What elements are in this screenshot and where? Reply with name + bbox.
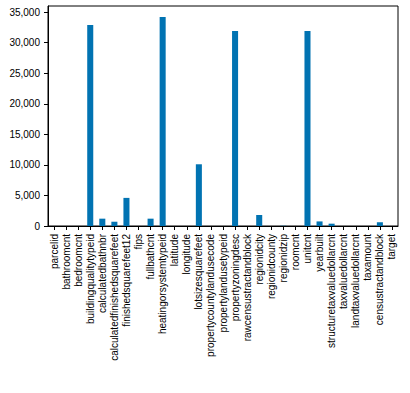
svg-text:yearbuilt: yearbuilt [314,234,325,272]
svg-text:structuretaxvaluedollarcnt: structuretaxvaluedollarcnt [326,234,337,348]
svg-text:parcelid: parcelid [49,234,60,269]
svg-text:10,000: 10,000 [9,159,40,170]
svg-text:propertycountylandusecode: propertycountylandusecode [205,234,216,357]
svg-text:fips: fips [133,234,144,250]
svg-text:fullbathcnt: fullbathcnt [145,234,156,280]
svg-text:heatingorsystemtypeid: heatingorsystemtypeid [157,234,168,334]
svg-text:20,000: 20,000 [9,98,40,109]
svg-text:bathroomcnt: bathroomcnt [61,234,72,290]
svg-text:landtaxvaluedollarcnt: landtaxvaluedollarcnt [350,234,361,328]
svg-text:longitude: longitude [181,234,192,275]
svg-text:regionidzip: regionidzip [278,234,289,283]
svg-text:25,000: 25,000 [9,68,40,79]
svg-text:latitude: latitude [169,234,180,267]
svg-text:target: target [386,234,397,260]
svg-text:5,000: 5,000 [15,190,40,201]
svg-text:calculatedfinishedsquarefeet: calculatedfinishedsquarefeet [109,234,120,361]
svg-text:buildingqualitytypeid: buildingqualitytypeid [85,234,96,324]
svg-text:15,000: 15,000 [9,129,40,140]
svg-text:rawcensustractandblock: rawcensustractandblock [242,233,253,341]
svg-text:calculatedbathnbr: calculatedbathnbr [97,233,108,313]
svg-text:30,000: 30,000 [9,37,40,48]
svg-text:taxvaluedollarcnt: taxvaluedollarcnt [338,234,349,309]
svg-text:0: 0 [34,221,40,232]
svg-text:regionidcity: regionidcity [254,234,265,285]
svg-text:propertylandusetypeid: propertylandusetypeid [218,234,229,332]
svg-text:roomcnt: roomcnt [290,234,301,270]
svg-text:taxamount: taxamount [362,234,373,281]
svg-text:propertyzoningdesc: propertyzoningdesc [230,234,241,321]
svg-text:35,000: 35,000 [9,7,40,18]
svg-text:unitcnt: unitcnt [302,234,313,264]
svg-text:finishedsquarefeet12: finishedsquarefeet12 [121,234,132,327]
svg-text:censustractandblock: censustractandblock [374,233,385,325]
svg-text:bedroomcnt: bedroomcnt [73,234,84,287]
svg-text:regionidcounty: regionidcounty [266,234,277,299]
svg-text:lotsizesquarefeet: lotsizesquarefeet [193,234,204,310]
